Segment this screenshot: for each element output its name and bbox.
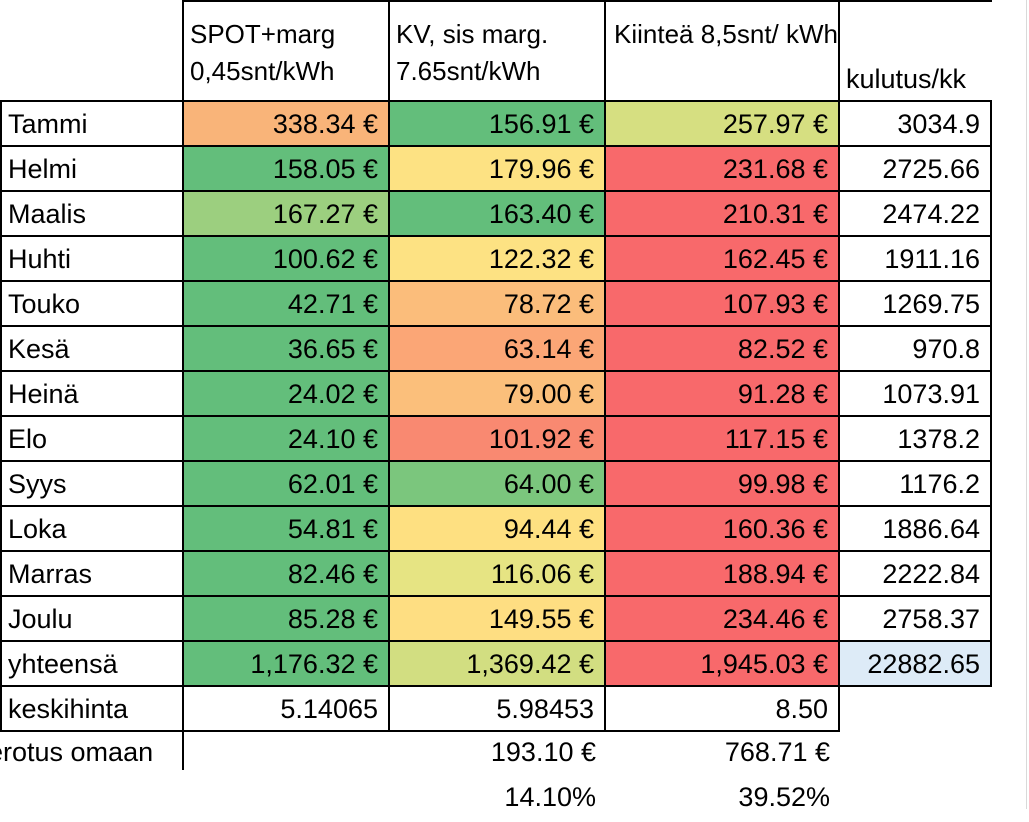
total-kv[interactable]: 1,369.42 € [388, 640, 606, 687]
avg-fixed[interactable]: 8.50 [604, 685, 840, 732]
fixed-cell[interactable]: 117.15 € [604, 415, 840, 462]
total-usage[interactable]: 22882.65 [838, 640, 992, 687]
spot-cell[interactable]: 85.28 € [182, 595, 390, 642]
kv-cell[interactable]: 79.00 € [388, 370, 606, 417]
month-label[interactable]: Huhti [0, 235, 184, 282]
pct-fixed[interactable]: 39.52% [738, 782, 830, 812]
month-label[interactable]: Tammi [0, 100, 184, 147]
usage-cell[interactable]: 3034.9 [838, 100, 992, 147]
month-label[interactable]: Heinä [0, 370, 184, 417]
month-label[interactable]: Maalis [0, 190, 184, 237]
grid-line [838, 0, 840, 102]
grid-line [182, 0, 184, 102]
spot-cell[interactable]: 100.62 € [182, 235, 390, 282]
kv-cell[interactable]: 101.92 € [388, 415, 606, 462]
spot-cell[interactable]: 167.27 € [182, 190, 390, 237]
pct-kv[interactable]: 14.10% [504, 782, 596, 812]
usage-cell[interactable]: 1073.91 [838, 370, 992, 417]
diff-label[interactable]: erotus omaan [0, 737, 154, 767]
fixed-cell[interactable]: 234.46 € [604, 595, 840, 642]
month-label[interactable]: Kesä [0, 325, 184, 372]
kv-cell[interactable]: 78.72 € [388, 280, 606, 327]
avg-label[interactable]: keskihinta [0, 685, 184, 732]
kv-cell[interactable]: 94.44 € [388, 505, 606, 552]
grid-line [1026, 0, 1027, 809]
spot-cell[interactable]: 24.02 € [182, 370, 390, 417]
kv-cell[interactable]: 64.00 € [388, 460, 606, 507]
usage-cell[interactable]: 1269.75 [838, 280, 992, 327]
usage-cell[interactable]: 970.8 [838, 325, 992, 372]
usage-cell[interactable]: 2474.22 [838, 190, 992, 237]
total-fixed[interactable]: 1,945.03 € [604, 640, 840, 687]
header-spot[interactable]: SPOT+marg 0,45snt/kWh [190, 19, 336, 86]
avg-kv[interactable]: 5.98453 [388, 685, 606, 732]
diff-fixed[interactable]: 768.71 € [724, 737, 830, 767]
grid-line [182, 730, 184, 770]
grid-line [0, 100, 992, 102]
usage-cell[interactable]: 1886.64 [838, 505, 992, 552]
fixed-cell[interactable]: 107.93 € [604, 280, 840, 327]
month-label[interactable]: Joulu [0, 595, 184, 642]
fixed-cell[interactable]: 91.28 € [604, 370, 840, 417]
fixed-cell[interactable]: 231.68 € [604, 145, 840, 192]
usage-cell[interactable]: 1378.2 [838, 415, 992, 462]
spot-cell[interactable]: 36.65 € [182, 325, 390, 372]
spot-cell[interactable]: 42.71 € [182, 280, 390, 327]
month-label[interactable]: Loka [0, 505, 184, 552]
header-fixed[interactable]: Kiinteä 8,5snt/ kWh [614, 19, 838, 49]
grid-line [388, 0, 390, 102]
spot-cell[interactable]: 62.01 € [182, 460, 390, 507]
header-usage[interactable]: kulutus/kk [846, 64, 967, 94]
kv-cell[interactable]: 63.14 € [388, 325, 606, 372]
usage-cell[interactable]: 1911.16 [838, 235, 992, 282]
month-label[interactable]: Helmi [0, 145, 184, 192]
diff-kv[interactable]: 193.10 € [490, 737, 596, 767]
month-label[interactable]: Syys [0, 460, 184, 507]
fixed-cell[interactable]: 99.98 € [604, 460, 840, 507]
header-kv[interactable]: KV, sis marg. 7.65snt/kWh [396, 19, 549, 86]
spot-cell[interactable]: 158.05 € [182, 145, 390, 192]
kv-cell[interactable]: 116.06 € [388, 550, 606, 597]
fixed-cell[interactable]: 162.45 € [604, 235, 840, 282]
fixed-cell[interactable]: 160.36 € [604, 505, 840, 552]
fixed-cell[interactable]: 188.94 € [604, 550, 840, 597]
fixed-cell[interactable]: 210.31 € [604, 190, 840, 237]
month-label[interactable]: Marras [0, 550, 184, 597]
spot-cell[interactable]: 338.34 € [182, 100, 390, 147]
usage-cell[interactable]: 2222.84 [838, 550, 992, 597]
avg-spot[interactable]: 5.14065 [182, 685, 390, 732]
usage-cell[interactable]: 2758.37 [838, 595, 992, 642]
grid-line [604, 0, 606, 102]
usage-cell[interactable]: 2725.66 [838, 145, 992, 192]
kv-cell[interactable]: 156.91 € [388, 100, 606, 147]
spot-cell[interactable]: 54.81 € [182, 505, 390, 552]
kv-cell[interactable]: 149.55 € [388, 595, 606, 642]
fixed-cell[interactable]: 82.52 € [604, 325, 840, 372]
usage-cell[interactable]: 1176.2 [838, 460, 992, 507]
spot-cell[interactable]: 82.46 € [182, 550, 390, 597]
total-spot[interactable]: 1,176.32 € [182, 640, 390, 687]
spot-cell[interactable]: 24.10 € [182, 415, 390, 462]
month-label[interactable]: Touko [0, 280, 184, 327]
grid-line [182, 0, 992, 2]
kv-cell[interactable]: 122.32 € [388, 235, 606, 282]
kv-cell[interactable]: 179.96 € [388, 145, 606, 192]
kv-cell[interactable]: 163.40 € [388, 190, 606, 237]
fixed-cell[interactable]: 257.97 € [604, 100, 840, 147]
total-label[interactable]: yhteensä [0, 640, 184, 687]
month-label[interactable]: Elo [0, 415, 184, 462]
